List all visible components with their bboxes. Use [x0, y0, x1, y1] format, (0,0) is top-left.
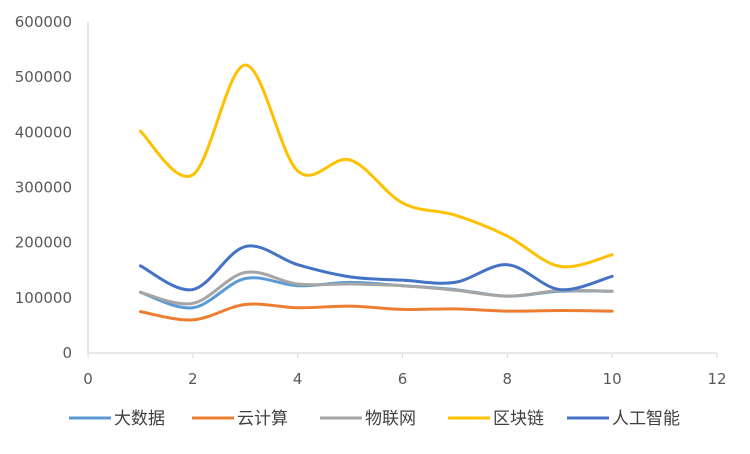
series-line-2 [138, 302, 614, 322]
legend-label: 人工智能 [612, 409, 680, 429]
series-line-5 [138, 244, 614, 292]
y-tick-label: 300000 [15, 179, 72, 197]
x-tick-label: 4 [293, 370, 303, 388]
y-axis-tick-labels: 0 100000 200000 300000 400000 500000 600000 [15, 13, 72, 362]
x-tick-label: 8 [503, 370, 513, 388]
series-line-4 [138, 63, 614, 269]
y-tick-label: 200000 [15, 234, 72, 252]
x-tick-label: 2 [188, 370, 198, 388]
legend-label: 物联网 [365, 409, 416, 429]
x-tick-label: 12 [707, 370, 726, 388]
x-tick-label: 0 [83, 370, 93, 388]
series-lines [138, 63, 614, 322]
legend: 大数据 云计算 物联网 区块链 人工智能 [69, 409, 680, 429]
legend-label: 区块链 [493, 409, 544, 429]
legend-label: 云计算 [237, 409, 288, 429]
y-tick-label: 400000 [15, 123, 72, 141]
legend-label: 大数据 [114, 409, 165, 429]
y-tick-label: 500000 [15, 68, 72, 86]
y-tick-label: 600000 [15, 13, 72, 31]
x-axis-tick-labels: 0 2 4 6 8 10 12 [83, 353, 727, 388]
y-tick-label: 100000 [15, 289, 72, 307]
x-tick-label: 6 [398, 370, 408, 388]
y-tick-label: 0 [62, 344, 72, 362]
x-tick-label: 10 [603, 370, 622, 388]
series-line-3 [138, 270, 614, 306]
